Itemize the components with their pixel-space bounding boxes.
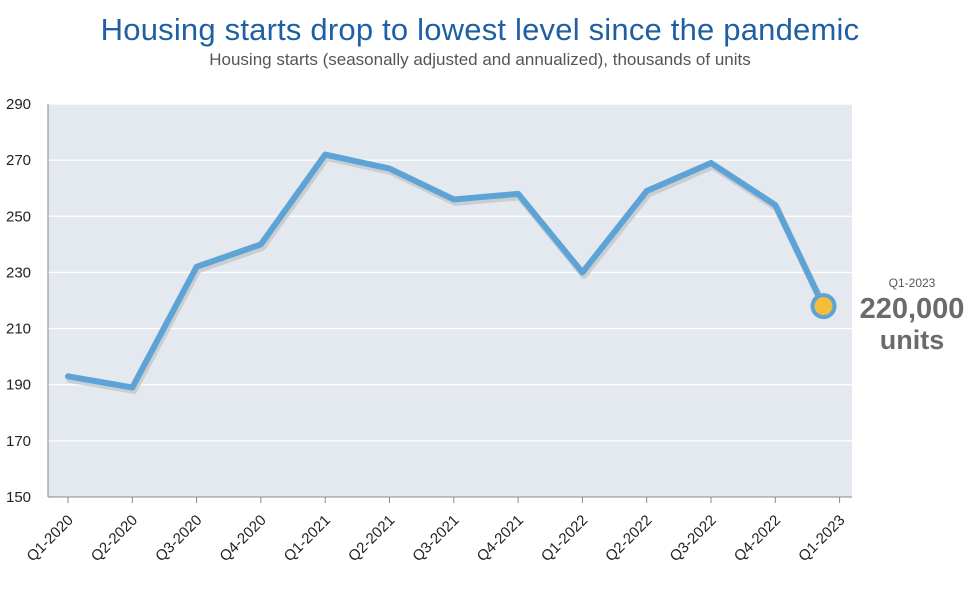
- y-tick-label: 150: [6, 489, 31, 506]
- series-line-path: [65, 151, 827, 391]
- y-tick-label: 210: [6, 321, 31, 338]
- x-tick-label: Q1-2023: [795, 512, 848, 565]
- highlight-marker: [810, 293, 837, 320]
- x-tick-label: Q4-2020: [216, 512, 269, 565]
- series-line: [65, 151, 829, 395]
- y-tick-label: 190: [6, 377, 31, 394]
- x-tick-label: Q4-2022: [731, 512, 784, 565]
- x-tick-label: Q3-2020: [152, 512, 205, 565]
- callout-period-label: Q1-2023: [889, 276, 936, 290]
- plot-background: [48, 104, 852, 497]
- x-tick-label: Q2-2022: [602, 512, 655, 565]
- x-tick-label: Q3-2021: [409, 512, 462, 565]
- x-tick-label: Q2-2021: [345, 512, 398, 565]
- chart-subtitle: Housing starts (seasonally adjusted and …: [209, 50, 751, 69]
- x-tick-label: Q2-2020: [88, 512, 141, 565]
- x-tick-label: Q4-2021: [474, 512, 527, 565]
- marker-dot: [814, 297, 833, 316]
- callout-unit-label: units: [880, 325, 945, 355]
- callout-annotation: Q1-2023 220,000 units: [860, 276, 965, 355]
- x-tick-label: Q1-2022: [538, 512, 591, 565]
- x-tick-label: Q3-2022: [667, 512, 720, 565]
- y-tick-label: 230: [6, 264, 31, 281]
- callout-value-label: 220,000: [860, 293, 965, 325]
- y-tick-label: 270: [6, 152, 31, 169]
- x-tick-label: Q1-2020: [24, 512, 77, 565]
- y-tick-label: 250: [6, 208, 31, 225]
- y-tick-label: 170: [6, 433, 31, 450]
- gridlines: [48, 103, 852, 442]
- chart-title: Housing starts drop to lowest level sinc…: [100, 12, 860, 47]
- x-tick-label: Q1-2021: [281, 512, 334, 565]
- y-tick-label: 290: [6, 96, 31, 113]
